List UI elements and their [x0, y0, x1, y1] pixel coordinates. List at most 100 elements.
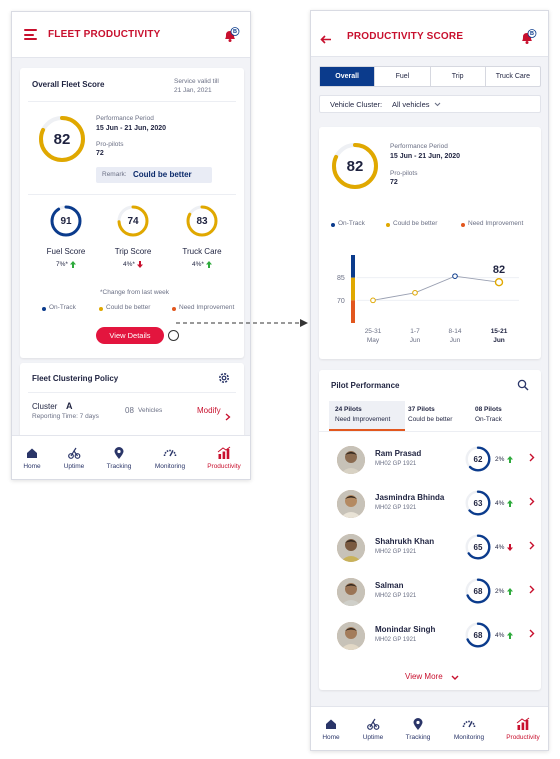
- pilot-tab-0[interactable]: 24 Pilots Need Improvement: [329, 401, 405, 431]
- card-heading: Overall Fleet Score: [32, 80, 105, 89]
- pilot-tab-label: On-Track: [475, 416, 502, 423]
- notification-badge: B: [530, 30, 534, 37]
- divider: [28, 194, 236, 195]
- pilots-label: Pro-pilots: [96, 141, 124, 148]
- nav-label: Uptime: [362, 734, 384, 741]
- nav-tracking[interactable]: Tracking: [95, 436, 143, 479]
- remark-box: Remark: Could be better: [96, 167, 212, 183]
- nav-tracking[interactable]: Tracking: [394, 707, 442, 750]
- pilot-change: 2%: [495, 456, 514, 463]
- nav-label: Monitoring: [154, 463, 186, 470]
- nav-home[interactable]: Home: [12, 436, 56, 479]
- pilot-tab-count: 24 Pilots: [335, 406, 362, 413]
- pilot-row[interactable]: Salman MH02 GP 1921 68 2%: [337, 574, 542, 614]
- chevron-right-icon[interactable]: [529, 585, 535, 594]
- pilot-name: Monindar Singh: [375, 625, 436, 634]
- could-be-better-dot: [99, 307, 103, 311]
- subscore-change-value: 7%*: [56, 261, 68, 268]
- pilot-change: 2%: [495, 588, 514, 595]
- legend-could-be-better: Could be better: [106, 304, 151, 311]
- nav-productivity[interactable]: Productivity: [499, 707, 547, 750]
- subscore-value: 91: [60, 215, 72, 227]
- vehicle-cluster-select[interactable]: Vehicle Cluster: All vehicles: [319, 95, 541, 113]
- nav-productivity[interactable]: Productivity: [200, 436, 248, 479]
- tab-trip[interactable]: Trip: [431, 67, 486, 86]
- chevron-down-icon: [434, 102, 441, 107]
- home-icon: [326, 719, 336, 729]
- on-track-dot: [42, 307, 46, 311]
- chevron-right-icon[interactable]: [225, 408, 231, 426]
- overall-fleet-score-card: Overall Fleet Score Service valid till 2…: [20, 68, 244, 358]
- chevron-right-icon[interactable]: [529, 497, 535, 506]
- nav-label: Monitoring: [453, 734, 485, 741]
- modify-link[interactable]: Modify: [197, 406, 221, 415]
- tab-overall[interactable]: Overall: [320, 67, 376, 86]
- tab-truck-care[interactable]: Truck Care: [495, 73, 531, 80]
- nav-uptime[interactable]: Uptime: [50, 436, 98, 479]
- hamburger-menu-icon[interactable]: [24, 29, 37, 40]
- pilot-row[interactable]: Ram Prasad MH02 GP 1921 62 2%: [337, 442, 542, 482]
- pilot-name: Jasmindra Bhinda: [375, 493, 445, 502]
- tab-fuel[interactable]: Fuel: [375, 67, 431, 86]
- notification-bell-icon[interactable]: B: [222, 27, 240, 45]
- view-details-button[interactable]: View Details: [96, 327, 164, 344]
- pilot-score: 62: [473, 454, 483, 464]
- search-icon[interactable]: [517, 378, 529, 396]
- chevron-right-icon[interactable]: [529, 541, 535, 550]
- productivity-score-screen: PRODUCTIVITY SCORE B Overall Fuel Trip Truc…: [310, 10, 549, 751]
- pilot-tab-count: 37 Pilots: [408, 406, 435, 413]
- home-icon: [27, 448, 37, 458]
- chevron-right-icon[interactable]: [529, 629, 535, 638]
- uptime-icon: [367, 718, 380, 730]
- settings-gear-icon[interactable]: [217, 371, 231, 390]
- pilot-name: Ram Prasad: [375, 449, 422, 458]
- page-title: FLEET PRODUCTIVITY: [48, 29, 161, 40]
- chevron-right-icon[interactable]: [529, 453, 535, 462]
- nav-label: Home: [23, 463, 41, 470]
- pilot-change-value: 4%: [495, 500, 505, 507]
- period-value: 15 Jun - 21 Jun, 2020: [96, 125, 167, 132]
- x-tick-range: 8-14: [448, 328, 461, 335]
- legend-on-track: On-Track: [49, 304, 76, 311]
- nav-home[interactable]: Home: [311, 707, 355, 750]
- subscore-change: 7%*: [48, 261, 84, 268]
- fuel-score[interactable]: 91 Fuel Score 7%*: [36, 205, 96, 275]
- nav-uptime[interactable]: Uptime: [349, 707, 397, 750]
- period-label: Performance Period: [390, 143, 448, 150]
- pilot-row[interactable]: Jasmindra Bhinda MH02 GP 1921 63 4%: [337, 486, 542, 526]
- chevron-down-icon[interactable]: [451, 675, 459, 681]
- service-valid-date: 21 Jan, 2021: [174, 87, 212, 94]
- x-tick-range: 1-7: [410, 328, 420, 335]
- pilot-avatar: [337, 578, 365, 606]
- bottom-navigation: Home Uptime Tracking Monitoring Productivity: [311, 706, 548, 750]
- pilot-tab-1[interactable]: 37 Pilots Could be better: [402, 401, 468, 431]
- nav-monitoring[interactable]: Monitoring: [445, 707, 493, 750]
- subscore-label: Fuel Score: [46, 247, 86, 256]
- pilot-row[interactable]: Shahrukh Khan MH02 GP 1921 65 4%: [337, 530, 542, 570]
- monitoring-icon: [462, 720, 476, 728]
- service-valid-label: Service valid till: [174, 78, 219, 85]
- back-arrow-icon[interactable]: [320, 31, 332, 49]
- x-tick-month: May: [367, 337, 380, 344]
- tracking-icon: [114, 447, 124, 459]
- nav-label: Home: [322, 734, 340, 741]
- trip-score[interactable]: 74 Trip Score 4%*: [103, 205, 163, 275]
- pilot-row[interactable]: Monindar Singh MH02 GP 1921 68 4%: [337, 618, 542, 658]
- pilot-change: 4%: [495, 544, 514, 551]
- view-more-link[interactable]: View More: [405, 672, 443, 681]
- subscore-change: 4%*: [115, 261, 151, 268]
- pilot-change-value: 2%: [495, 588, 505, 595]
- notification-bell-icon[interactable]: B: [519, 29, 537, 47]
- pilot-tab-2[interactable]: 08 Pilots On-Track: [469, 401, 535, 431]
- truck-care-score[interactable]: 83 Truck Care 4%*: [172, 205, 232, 275]
- trend-line: [372, 275, 500, 301]
- x-tick-month: Jun: [410, 337, 421, 344]
- pilot-score: 68: [473, 630, 483, 640]
- pilot-change: 4%: [495, 500, 514, 507]
- tracking-icon: [413, 718, 423, 730]
- pilot-score-ring: 62: [465, 446, 491, 472]
- nav-monitoring[interactable]: Monitoring: [146, 436, 194, 479]
- pilot-name: Shahrukh Khan: [375, 537, 435, 546]
- productivity-icon: [516, 717, 530, 730]
- remark-label: Remark:: [102, 171, 127, 178]
